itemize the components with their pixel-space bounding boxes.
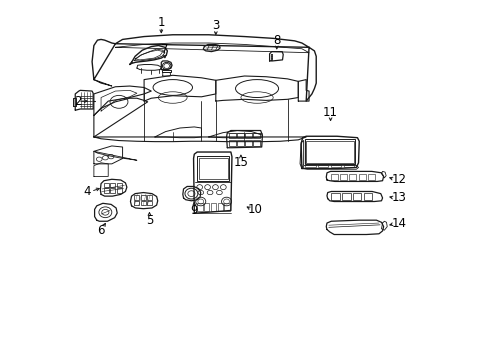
Bar xyxy=(197,203,202,211)
Text: 12: 12 xyxy=(390,173,406,186)
Bar xyxy=(224,203,229,211)
Bar xyxy=(237,140,244,145)
Bar xyxy=(203,203,209,211)
Bar xyxy=(341,193,350,200)
Text: 13: 13 xyxy=(390,192,406,204)
Bar xyxy=(318,165,328,167)
Bar xyxy=(141,201,145,205)
Bar xyxy=(237,133,244,138)
Bar xyxy=(104,183,109,187)
Text: 10: 10 xyxy=(247,203,262,216)
Bar xyxy=(304,139,354,164)
Bar xyxy=(305,140,353,163)
Text: 15: 15 xyxy=(233,156,248,169)
Bar xyxy=(110,188,115,193)
Text: 5: 5 xyxy=(145,214,153,227)
Bar xyxy=(367,174,374,180)
Bar xyxy=(229,133,235,138)
Text: 11: 11 xyxy=(323,106,337,119)
Bar xyxy=(330,174,337,180)
Bar xyxy=(244,133,251,138)
Bar xyxy=(244,140,251,145)
Bar xyxy=(330,165,341,167)
Bar xyxy=(352,193,361,200)
Bar xyxy=(217,203,223,211)
Text: 2: 2 xyxy=(74,95,81,108)
Text: 14: 14 xyxy=(390,217,406,230)
Text: 8: 8 xyxy=(272,33,280,47)
Text: 1: 1 xyxy=(157,17,165,30)
Bar xyxy=(141,195,145,200)
Bar xyxy=(253,140,259,145)
Bar xyxy=(117,188,122,193)
Text: 3: 3 xyxy=(212,19,219,32)
Bar xyxy=(134,195,139,200)
Bar xyxy=(147,195,152,200)
Bar xyxy=(330,193,339,200)
Bar xyxy=(110,183,115,187)
Bar xyxy=(253,133,259,138)
Bar xyxy=(305,165,315,167)
Text: 7: 7 xyxy=(161,42,168,55)
Bar xyxy=(134,201,139,205)
Bar xyxy=(147,201,152,205)
Text: 4: 4 xyxy=(83,185,90,198)
Bar xyxy=(197,156,229,181)
Text: 9: 9 xyxy=(190,204,198,217)
Bar xyxy=(344,165,353,167)
Text: 6: 6 xyxy=(97,224,104,237)
Bar xyxy=(358,174,365,180)
Bar xyxy=(198,158,227,179)
Bar xyxy=(363,193,371,200)
Bar xyxy=(339,174,346,180)
Bar xyxy=(117,183,122,187)
Bar xyxy=(348,174,356,180)
Bar xyxy=(104,188,109,193)
Bar xyxy=(229,140,235,145)
Bar xyxy=(210,203,216,211)
